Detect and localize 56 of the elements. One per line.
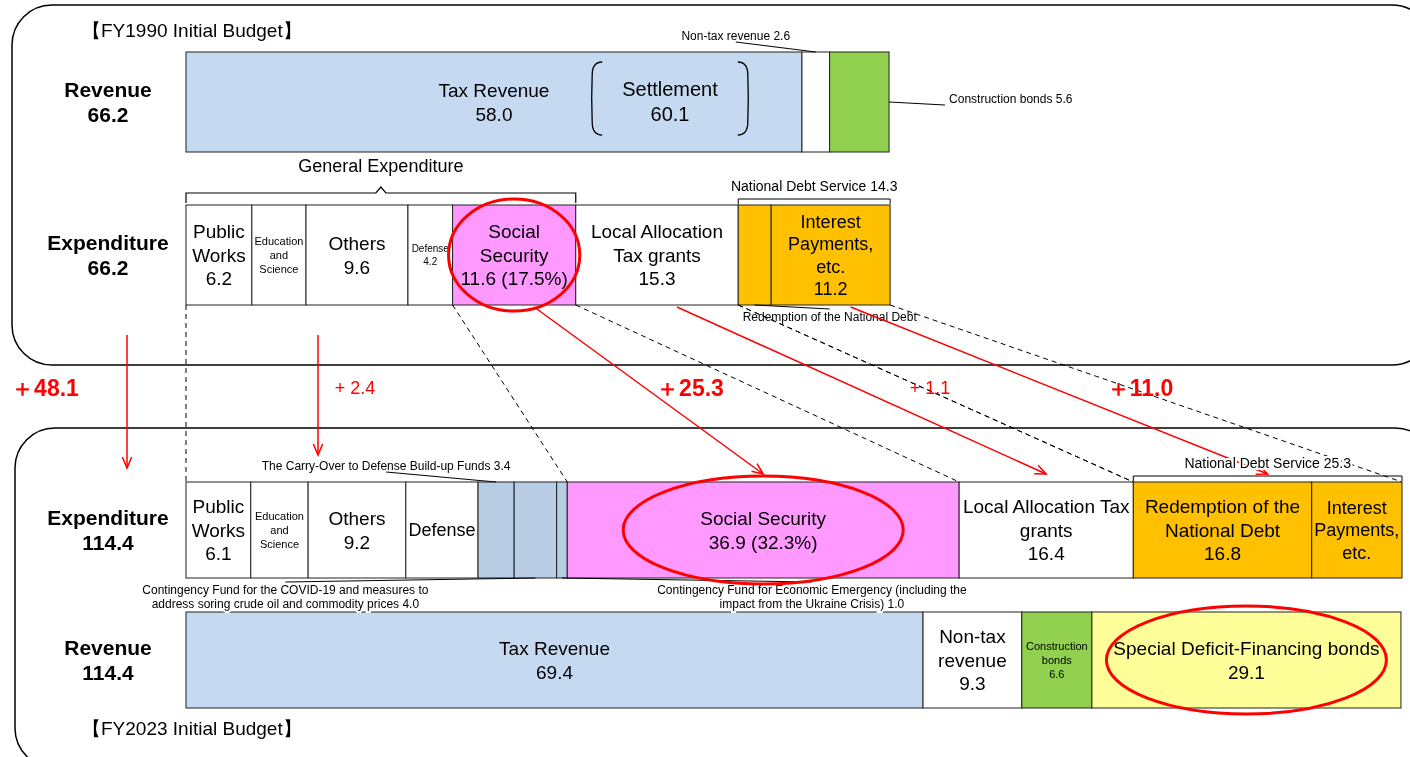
data-label: 11.2 bbox=[813, 279, 848, 300]
data-label: 9.3 bbox=[959, 673, 986, 695]
data-label: 16.4 bbox=[1027, 543, 1066, 565]
text: Interest Payments, etc. bbox=[788, 211, 874, 277]
data-label: 9.2 bbox=[343, 531, 371, 553]
annotation: + 1.1 bbox=[909, 378, 951, 398]
text: Contingency Fund for Economic Emergency (including the impact from the Ukraine Crisis) 1.0 bbox=[657, 582, 967, 611]
text: Others bbox=[328, 232, 386, 254]
y-tick-label: Expenditure 66.2 bbox=[47, 231, 169, 279]
text: ＋48.1 bbox=[11, 375, 80, 401]
y-tick-label: Revenue 114.4 bbox=[64, 636, 152, 684]
text: Contingency Fund for the COVID-19 and measures to address soring crude oil and commodity prices 4.0 bbox=[142, 582, 429, 611]
data-label: 11.6 (17.5%) bbox=[460, 268, 568, 290]
annotation: National Debt Service 25.3 bbox=[1184, 455, 1352, 471]
series-label: Non-tax revenue bbox=[938, 625, 1007, 671]
series-label: Construction bonds bbox=[1025, 640, 1088, 666]
data-label: 69.4 bbox=[536, 661, 574, 683]
series-label: Social Security bbox=[479, 220, 549, 266]
data-label: 16.8 bbox=[1204, 543, 1242, 565]
data-label: 6.6 bbox=[1049, 667, 1065, 680]
text: Defense bbox=[411, 243, 449, 255]
text: Non-tax revenue 2.6 bbox=[681, 28, 791, 43]
series-label: Interest Payments, etc. bbox=[1314, 497, 1400, 563]
data-label: 6.1 bbox=[205, 543, 232, 565]
text: Construction bonds 5.6 bbox=[949, 91, 1073, 106]
series-label: Others bbox=[328, 507, 386, 529]
text: Public Works bbox=[192, 220, 246, 266]
data-label: 9.6 bbox=[343, 256, 371, 278]
series-label: Defense bbox=[408, 520, 476, 541]
series-label: Education and Science bbox=[254, 235, 304, 275]
annotation: ＋25.3 bbox=[656, 375, 724, 401]
data-label: 4.2 bbox=[423, 255, 438, 267]
annotation: General Expenditure bbox=[298, 156, 464, 176]
text: Education and Science bbox=[254, 510, 304, 550]
annotation: 【FY2023 Initial Budget】 bbox=[82, 718, 302, 739]
text: Social Security bbox=[700, 507, 827, 529]
text: Redemption of the National Debt bbox=[1144, 495, 1301, 541]
annotation: 【FY1990 Initial Budget】 bbox=[82, 20, 302, 41]
text: Local Allocation Tax grants bbox=[590, 220, 724, 266]
data-label: 29.1 bbox=[1227, 661, 1265, 683]
data-label: 15.3 bbox=[638, 268, 676, 290]
data-label: 36.9 (32.3%) bbox=[708, 531, 818, 553]
annotation: ＋11.0 bbox=[1106, 375, 1174, 401]
series-label: Tax Revenue bbox=[499, 637, 610, 659]
annotation: + 2.4 bbox=[334, 378, 376, 398]
series-label: Local Allocation Tax grants bbox=[962, 495, 1130, 541]
text: Tax Revenue bbox=[438, 79, 550, 101]
y-tick-label: Expenditure 114.4 bbox=[47, 506, 169, 554]
series-label: Special Deficit-Financing bonds bbox=[1113, 637, 1380, 659]
text: The Carry-Over to Defense Build-up Funds 3.4 bbox=[261, 458, 511, 473]
annotation: Settlement 60.1 bbox=[622, 78, 719, 125]
series-label: Public Works bbox=[191, 495, 246, 541]
data-label: 58.0 bbox=[475, 103, 513, 125]
y-tick-label: Revenue 66.2 bbox=[64, 78, 152, 126]
data-label: 6.2 bbox=[205, 268, 233, 290]
annotation: National Debt Service 14.3 bbox=[730, 178, 898, 194]
